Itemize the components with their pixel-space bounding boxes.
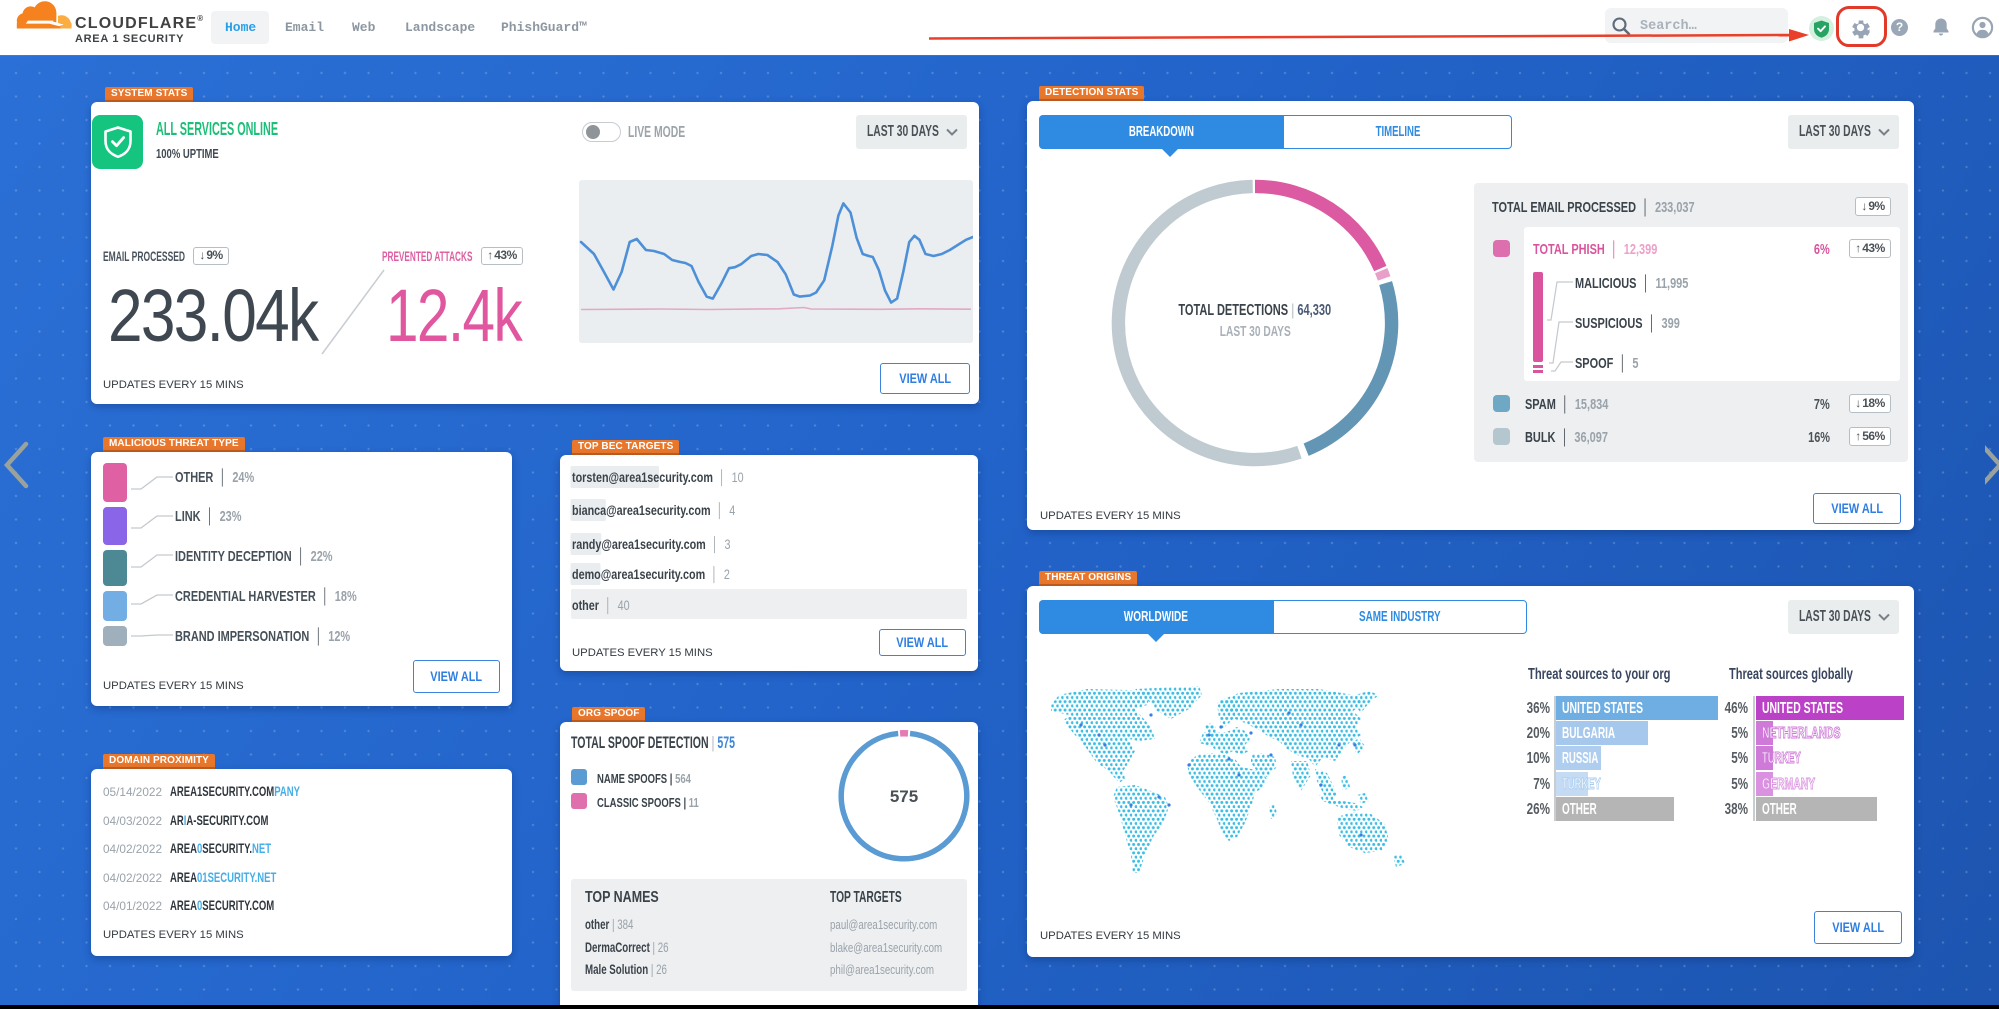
svg-text:575: 575 bbox=[890, 787, 918, 806]
